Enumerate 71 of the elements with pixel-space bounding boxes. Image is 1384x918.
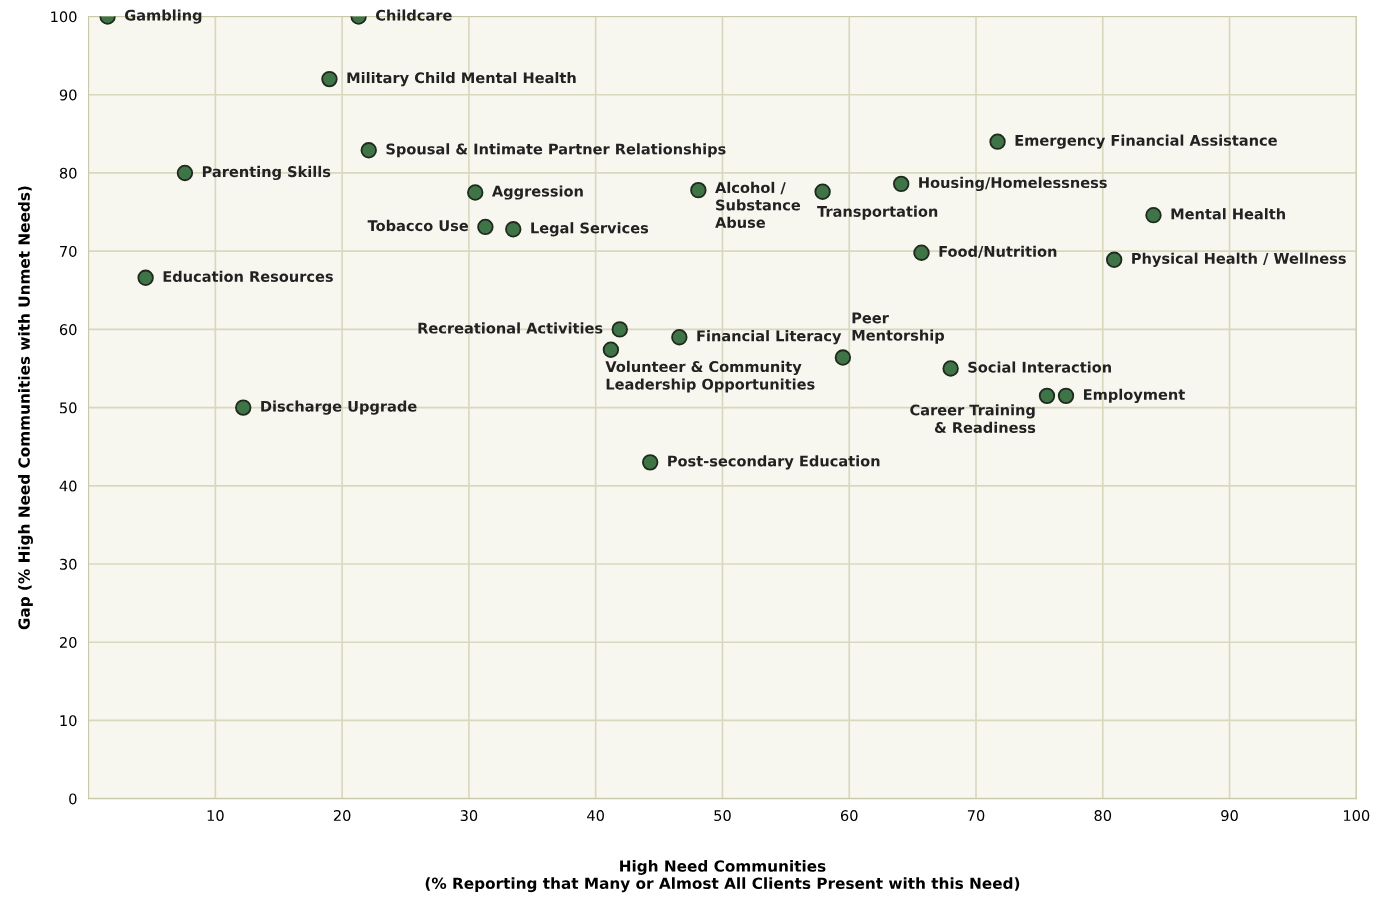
- annotation: Employment: [1084, 388, 1185, 403]
- point: [477, 218, 494, 236]
- x-tick-label: 70: [967, 810, 985, 822]
- annotation: Gambling: [124, 9, 202, 24]
- y-tick-label: 30: [60, 558, 77, 570]
- point: [989, 133, 1006, 150]
- annotation: Post-secondary Education: [668, 455, 880, 470]
- x-tick-label: 90: [1221, 810, 1238, 822]
- point: [1145, 206, 1162, 224]
- annotation: Mental Health: [1171, 208, 1285, 220]
- annotation: Transportation: [817, 205, 938, 220]
- annotation: Legal Services: [531, 222, 649, 237]
- annotation: Education Resources: [163, 270, 333, 282]
- point: [671, 329, 688, 346]
- annotation: Discharge Upgrade: [261, 400, 417, 415]
- x-tick-label: 50: [714, 810, 731, 822]
- annotation: Emergency Financial Assistance: [1015, 134, 1277, 149]
- annotation: Aggression: [491, 185, 583, 200]
- point: [1038, 387, 1056, 405]
- point: [611, 321, 628, 338]
- y-tick-label: 90: [59, 89, 77, 101]
- x-tick-label: 40: [587, 810, 604, 822]
- y-tick-label: 80: [59, 167, 77, 179]
- x-tick-label: 100: [1344, 810, 1370, 822]
- y-tick-label: 40: [59, 480, 77, 492]
- point: [176, 164, 194, 182]
- x-tick-label: 80: [1094, 810, 1112, 822]
- annotation: Housing/Homelessness: [919, 176, 1107, 192]
- annotation: Recreational Activities: [418, 322, 603, 334]
- annotation: Childcare: [376, 9, 452, 21]
- point: [1057, 387, 1075, 405]
- y-tick-label: 70: [60, 245, 77, 257]
- y-tick-label: 0: [69, 793, 77, 805]
- annotation: Parenting Skills: [202, 165, 331, 181]
- annotation: Financial Literacy: [697, 330, 842, 345]
- y-tick-label: 20: [59, 636, 77, 648]
- point: [321, 70, 338, 88]
- x-tick-label: 20: [333, 810, 351, 822]
- y-tick-label: 60: [59, 324, 77, 336]
- annotation: Volunteer & Community Leadership Opportunities: [605, 360, 815, 393]
- y-tick-label: 100: [51, 11, 77, 23]
- point: [235, 399, 252, 416]
- x-axis-title: High Need Communities (% Reporting that Many or Almost All Clients Present with this Need): [425, 860, 1020, 893]
- annotation: Career Training & Readiness: [910, 404, 1036, 434]
- point: [913, 244, 930, 261]
- point: [467, 184, 484, 201]
- annotation: Spousal & Intimate Partner Relationships: [386, 143, 726, 158]
- annotation: Peer Mentorship: [852, 312, 945, 344]
- point: [1105, 251, 1123, 268]
- y-tick-label: 50: [60, 402, 77, 414]
- annotation: Alcohol / Substance Abuse: [715, 181, 801, 228]
- y-tick-label: 10: [60, 715, 77, 727]
- point: [814, 183, 831, 200]
- point: [137, 269, 154, 286]
- point: [834, 349, 852, 366]
- point: [690, 181, 707, 199]
- x-tick-label: 10: [207, 810, 224, 822]
- point: [505, 221, 522, 238]
- annotation: Social Interaction: [968, 361, 1111, 373]
- point: [641, 454, 659, 471]
- y-axis-title: Gap (% High Need Communities with Unmet Needs): [18, 186, 33, 630]
- annotation: Tobacco Use: [367, 219, 469, 232]
- x-tick-label: 30: [460, 810, 478, 822]
- point: [942, 360, 959, 377]
- annotation: Physical Health / Wellness: [1132, 252, 1346, 267]
- point: [602, 341, 620, 358]
- point: [360, 142, 377, 159]
- point: [893, 175, 910, 193]
- x-tick-label: 60: [840, 810, 858, 822]
- annotation: Military Child Mental Health: [347, 71, 576, 87]
- annotation: Food/Nutrition: [939, 245, 1057, 259]
